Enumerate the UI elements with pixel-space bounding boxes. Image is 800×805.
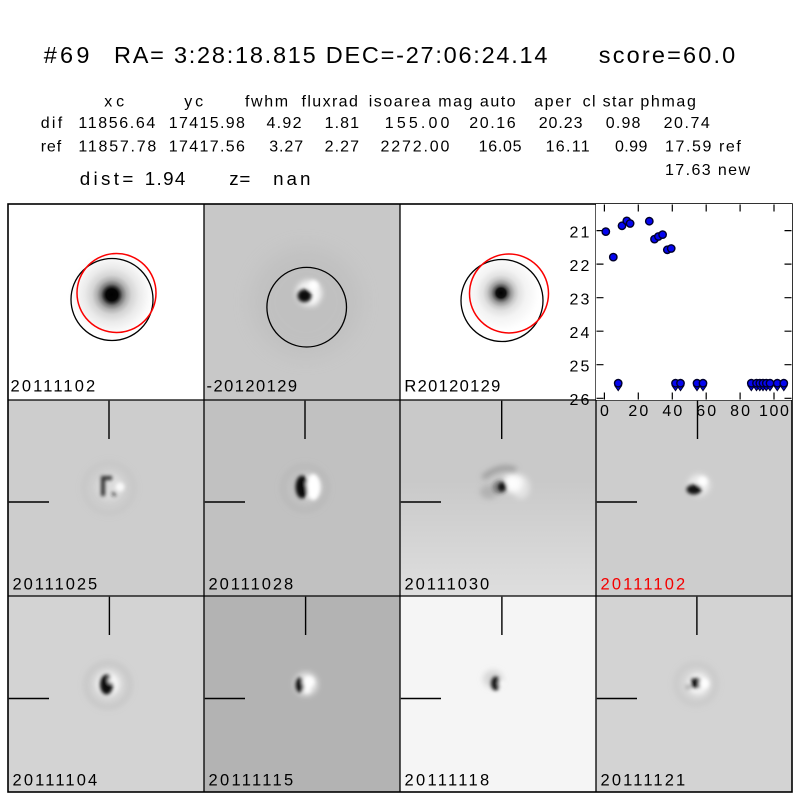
svg-text:fwhm: fwhm	[245, 94, 290, 111]
svg-text:2272.00: 2272.00	[381, 139, 452, 156]
svg-text:nan: nan	[273, 168, 313, 189]
svg-text:20111104: 20111104	[13, 772, 100, 790]
svg-text:z=: z=	[229, 168, 251, 189]
svg-text:4.92: 4.92	[267, 115, 303, 132]
svg-text:score=60.0: score=60.0	[599, 42, 738, 68]
svg-text:R20120129: R20120129	[404, 378, 501, 396]
svg-text:cl star: cl star	[583, 94, 635, 111]
svg-text:11857.78: 11857.78	[78, 139, 158, 156]
svg-text:phmag: phmag	[640, 94, 697, 111]
svg-text:22: 22	[570, 258, 592, 275]
svg-text:0.98: 0.98	[606, 115, 642, 132]
svg-text:155.00: 155.00	[385, 115, 453, 132]
svg-text:#69: #69	[44, 42, 93, 68]
svg-text:25: 25	[570, 359, 592, 376]
svg-text:100: 100	[759, 403, 791, 420]
svg-text:0.99: 0.99	[615, 139, 648, 156]
svg-text:20.23: 20.23	[539, 115, 584, 132]
svg-text:17417.56: 17417.56	[169, 139, 247, 156]
svg-text:60: 60	[696, 403, 718, 420]
svg-text:17.59 ref: 17.59 ref	[665, 139, 742, 156]
svg-text:16.11: 16.11	[546, 139, 591, 156]
svg-text:80: 80	[730, 403, 752, 420]
svg-text:20111102: 20111102	[601, 576, 688, 594]
svg-text:1.81: 1.81	[325, 115, 361, 132]
svg-text:20111121: 20111121	[601, 772, 688, 790]
svg-text:xc: xc	[104, 94, 128, 111]
svg-text:20: 20	[628, 403, 650, 420]
svg-text:16.05: 16.05	[479, 139, 523, 156]
svg-text:17.63 new: 17.63 new	[665, 162, 751, 179]
svg-text:40: 40	[662, 403, 684, 420]
svg-text:dif: dif	[41, 115, 65, 132]
svg-text:17415.98: 17415.98	[169, 115, 247, 132]
svg-text:21: 21	[570, 224, 592, 241]
svg-text:1.94: 1.94	[145, 168, 187, 189]
svg-text:3.27: 3.27	[269, 139, 304, 156]
svg-text:26: 26	[570, 392, 592, 409]
svg-text:fluxrad: fluxrad	[302, 94, 360, 111]
svg-text:20111118: 20111118	[405, 772, 492, 790]
svg-text:dist=: dist=	[80, 168, 137, 189]
svg-text:-20120129: -20120129	[207, 378, 299, 396]
svg-text:mag auto: mag auto	[438, 94, 517, 111]
svg-text:20.16: 20.16	[469, 115, 517, 132]
svg-text:20111030: 20111030	[405, 576, 492, 594]
svg-text:yc: yc	[184, 94, 206, 111]
svg-text:2.27: 2.27	[325, 139, 361, 156]
svg-text:23: 23	[570, 292, 592, 309]
svg-text:20.74: 20.74	[664, 115, 712, 132]
svg-text:11856.64: 11856.64	[78, 115, 157, 132]
svg-text:20111028: 20111028	[209, 576, 296, 594]
svg-text:20111115: 20111115	[209, 772, 296, 790]
svg-text:RA= 3:28:18.815 DEC=-27:06:24.: RA= 3:28:18.815 DEC=-27:06:24.14	[114, 42, 549, 68]
svg-text:isoarea: isoarea	[369, 94, 432, 111]
svg-text:20111102: 20111102	[11, 378, 98, 396]
svg-text:20111025: 20111025	[13, 576, 100, 594]
svg-text:aper: aper	[534, 94, 573, 111]
svg-text:24: 24	[570, 325, 592, 342]
svg-text:0: 0	[600, 403, 609, 420]
svg-text:ref: ref	[41, 139, 62, 156]
